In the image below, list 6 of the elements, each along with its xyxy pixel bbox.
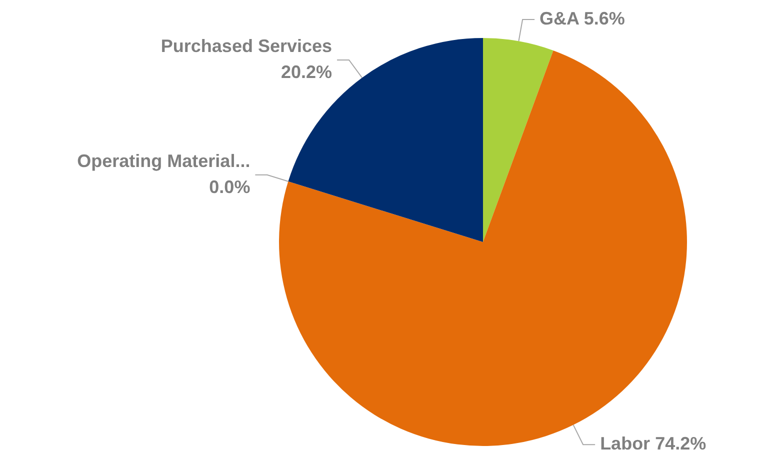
slice-label: Purchased Services [160, 36, 332, 56]
slice-label: G&A 5.6% [540, 8, 625, 28]
slice-label: Labor 74.2% [600, 434, 706, 454]
category-label: Operating Material... [77, 150, 250, 171]
text: 0.0% [209, 176, 250, 197]
data-label: 20.2% [280, 62, 332, 82]
